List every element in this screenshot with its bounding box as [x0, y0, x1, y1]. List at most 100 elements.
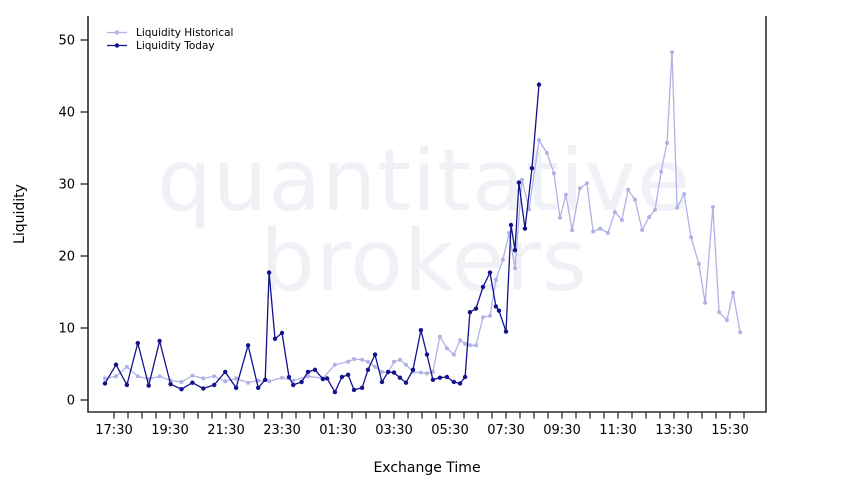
data-point	[346, 359, 351, 364]
data-point	[647, 215, 652, 220]
data-point	[659, 169, 664, 174]
y-tick-label: 50	[58, 34, 75, 49]
data-point	[179, 387, 184, 392]
data-point	[598, 226, 603, 231]
data-point	[444, 346, 449, 351]
data-point	[397, 375, 403, 380]
data-point	[102, 381, 108, 386]
data-point	[520, 177, 524, 182]
data-point	[380, 369, 384, 374]
data-point	[493, 277, 498, 282]
data-point	[223, 369, 228, 375]
data-point	[451, 379, 457, 385]
data-point	[703, 300, 708, 305]
data-point	[665, 141, 669, 145]
legend-label: Liquidity Today	[136, 40, 215, 52]
x-tick-label: 21:30	[207, 423, 244, 438]
x-tick-label: 07:30	[487, 423, 524, 438]
legend-marker	[114, 30, 120, 35]
data-point	[522, 226, 528, 231]
y-tick-label: 10	[58, 322, 75, 337]
watermark-line1: quantitative	[157, 131, 691, 231]
data-point	[425, 371, 429, 376]
data-point	[496, 308, 502, 313]
data-point	[605, 231, 610, 235]
data-point	[467, 310, 473, 315]
data-point	[437, 375, 443, 380]
data-point	[157, 338, 162, 344]
data-point	[626, 187, 631, 192]
data-point	[619, 218, 624, 222]
data-point	[670, 50, 674, 55]
data-point	[385, 369, 391, 375]
data-point	[272, 336, 278, 341]
data-point	[280, 375, 284, 380]
data-point	[508, 222, 514, 228]
data-point	[503, 329, 509, 334]
data-point	[551, 171, 556, 176]
data-point	[168, 382, 173, 387]
data-point	[458, 338, 463, 343]
data-point	[157, 374, 162, 379]
watermark-line2: brokers	[260, 211, 587, 311]
data-point	[373, 364, 377, 369]
data-point	[312, 367, 318, 372]
data-point	[266, 270, 272, 275]
data-point	[462, 374, 468, 380]
data-point	[351, 387, 357, 393]
data-point	[114, 374, 118, 379]
plot-box	[87, 16, 767, 413]
data-point	[397, 357, 402, 362]
x-tick-label: 11:30	[599, 423, 636, 438]
data-point	[457, 381, 463, 386]
x-tick-label: 03:30	[375, 423, 412, 438]
data-point	[234, 376, 239, 381]
data-point	[392, 359, 396, 364]
series-layer	[102, 50, 743, 395]
data-point	[410, 367, 416, 372]
data-point	[146, 383, 151, 388]
data-point	[512, 248, 518, 253]
x-tick-label: 17:30	[95, 423, 132, 438]
data-point	[372, 352, 378, 357]
data-point	[135, 340, 140, 346]
data-point	[675, 205, 680, 210]
data-point	[403, 380, 409, 385]
x-tick-label: 23:30	[263, 423, 300, 438]
data-point	[233, 385, 239, 390]
data-point	[480, 284, 486, 290]
y-tick-label: 20	[58, 250, 75, 265]
data-point	[179, 380, 184, 384]
y-tick-label: 0	[67, 394, 75, 409]
data-point	[474, 343, 478, 348]
data-point	[324, 376, 330, 381]
data-point	[500, 257, 505, 262]
data-point	[418, 370, 423, 375]
data-point	[584, 181, 589, 186]
data-point	[263, 377, 268, 382]
data-point	[360, 357, 365, 362]
data-point	[463, 341, 468, 346]
data-point	[424, 352, 430, 357]
data-point	[487, 270, 493, 275]
data-point	[689, 235, 694, 240]
data-point	[558, 215, 562, 220]
data-point	[430, 377, 436, 382]
data-point	[267, 379, 272, 384]
data-point	[379, 379, 385, 385]
data-point	[124, 382, 130, 388]
x-axis-title: Exchange Time	[373, 460, 480, 476]
data-point	[320, 376, 326, 382]
data-point	[696, 261, 701, 266]
data-point	[306, 374, 310, 379]
data-point	[113, 362, 119, 367]
data-point	[633, 197, 638, 202]
x-tick-label: 13:30	[655, 423, 692, 438]
data-point	[717, 310, 722, 315]
legend-marker	[114, 43, 120, 48]
data-point	[291, 378, 296, 383]
data-point	[190, 380, 195, 385]
